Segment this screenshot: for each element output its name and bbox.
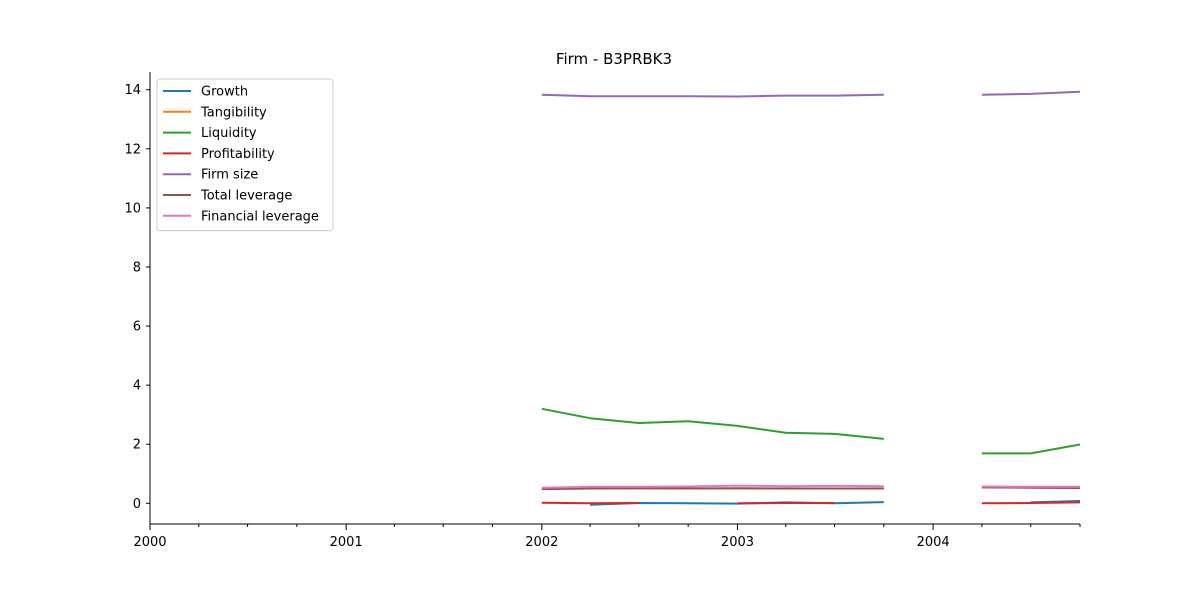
y-tick-label: 4 [133, 379, 141, 394]
series-profitability [541, 501, 1081, 505]
legend-frame [156, 78, 334, 232]
x-tick-label: 2001 [330, 535, 363, 550]
legend-item: Total leverage [163, 189, 292, 204]
series-line [541, 484, 884, 489]
legend-item: Firm size [163, 168, 258, 183]
chart-title: Firm - B3PRBK3 [556, 50, 672, 68]
legend-label: Profitability [201, 147, 275, 162]
y-tick-label: 6 [133, 320, 141, 335]
legend-item: Financial leverage [163, 209, 319, 224]
series-line [541, 487, 884, 491]
y-ticks: 0 2 4 6 8 10 12 14 [124, 83, 150, 512]
legend-item: Liquidity [163, 126, 257, 141]
legend-label: Total leverage [200, 189, 292, 204]
series-liquidity [541, 407, 1081, 455]
y-tick-label: 10 [124, 201, 141, 216]
legend-label: Firm size [201, 168, 258, 183]
legend-item: Growth [163, 85, 248, 100]
series-layer [541, 90, 1081, 506]
legend-label: Tangibility [200, 105, 267, 120]
x-tick-label: 2002 [525, 535, 558, 550]
legend: Growth Tangibility Liquidity Profitability F… [156, 78, 334, 232]
series-line [541, 93, 884, 98]
x-tick-label: 2000 [133, 535, 166, 550]
y-tick-label: 0 [133, 497, 141, 512]
legend-item: Profitability [163, 147, 275, 162]
series-line [541, 501, 639, 505]
series-line [981, 90, 1081, 96]
series-financial-leverage [541, 484, 1080, 489]
legend-label: Liquidity [201, 126, 257, 141]
y-tick-label: 8 [133, 260, 141, 275]
legend-label: Financial leverage [201, 209, 319, 224]
y-tick-label: 2 [133, 438, 141, 453]
series-line [981, 501, 1081, 505]
y-tick-label: 14 [124, 83, 141, 98]
x-tick-label: 2004 [917, 535, 950, 550]
legend-label: Growth [201, 85, 248, 100]
series-line [981, 443, 1081, 455]
legend-item: Tangibility [163, 105, 267, 120]
x-tick-label: 2003 [721, 535, 754, 550]
axes-layer: 0 2 4 6 8 10 12 14 2000 2001 2002 2003 2004 [124, 72, 1081, 550]
series-line [541, 407, 884, 440]
series-firm-size [541, 90, 1081, 98]
x-ticks: 2000 2001 2002 2003 2004 [133, 524, 1081, 550]
y-tick-label: 12 [124, 142, 141, 157]
